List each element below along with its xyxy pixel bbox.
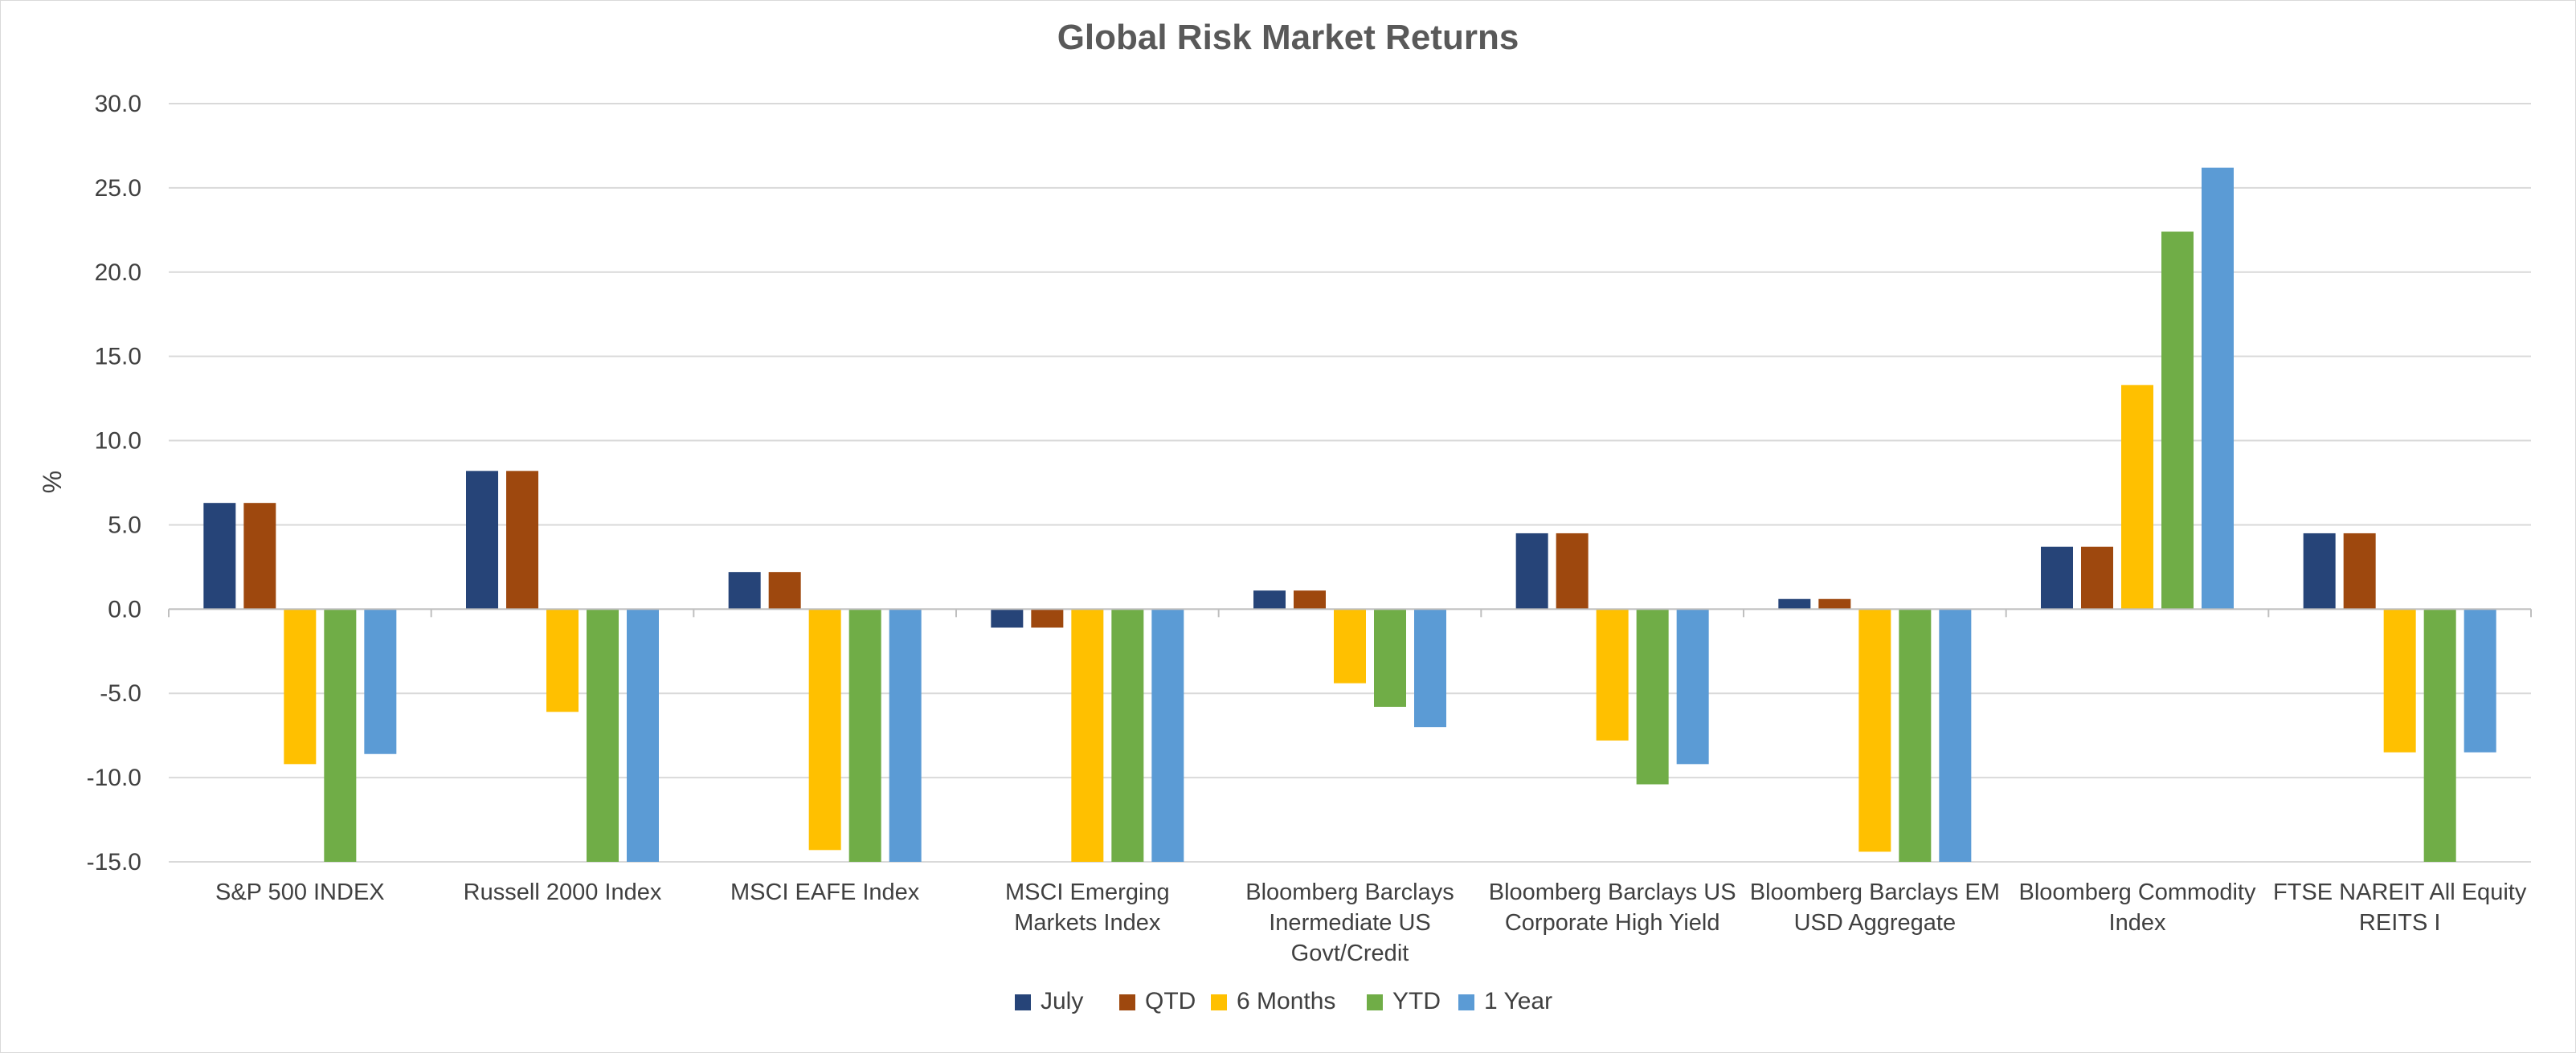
bar-ytd [587, 609, 619, 862]
bar-6-months [1596, 609, 1629, 741]
bar-1-year [2202, 167, 2234, 610]
y-tick-label: 0.0 [108, 596, 141, 622]
chart-title: Global Risk Market Returns [1057, 18, 1519, 57]
bar-1-year [1414, 609, 1446, 728]
y-tick-label: -15.0 [87, 849, 141, 875]
category-label: Bloomberg Barclays EM USD Aggregate [1750, 880, 2000, 936]
bar-6-months [1334, 609, 1366, 684]
bar-6-months [284, 609, 317, 765]
y-tick-label: -10.0 [87, 765, 141, 791]
bar-july [2303, 533, 2336, 610]
category-label: MSCI EAFE Index [730, 880, 920, 905]
bar-july [2041, 546, 2073, 610]
category-labels: S&P 500 INDEX Russell 2000 Index MSCI EAFE… [215, 880, 2527, 966]
legend-swatch [1015, 994, 1031, 1010]
category-label: Bloomberg Commodity Index [2019, 880, 2256, 936]
legend-swatch [1458, 994, 1474, 1010]
legend-label: 1 Year [1484, 988, 1552, 1014]
bar-july [728, 572, 761, 610]
bar-ytd [1899, 609, 1932, 862]
bar-6-months [2121, 385, 2153, 610]
bar-qtd [1818, 598, 1851, 610]
category-label: Russell 2000 Index [464, 880, 662, 905]
y-tick-label: 25.0 [95, 175, 141, 202]
legend-swatch [1367, 994, 1383, 1010]
bar-ytd [2423, 609, 2456, 862]
bar-1-year [1939, 609, 1972, 862]
bar-qtd [1294, 590, 1326, 610]
y-tick-label: 15.0 [95, 344, 141, 370]
category-label: Bloomberg Barclays US Corporate High Yiel… [1489, 880, 1736, 936]
bar-ytd [2161, 231, 2194, 610]
bar-qtd [506, 471, 538, 610]
bar-july [991, 609, 1024, 628]
bar-6-months [1858, 609, 1891, 852]
bar-6-months [2383, 609, 2416, 753]
y-tick-label: 20.0 [95, 259, 141, 286]
bar-1-year [627, 609, 659, 862]
bar-6-months [546, 609, 579, 712]
bar-1-year [889, 609, 922, 862]
bar-ytd [1111, 609, 1144, 862]
bar-1-year [2464, 609, 2496, 753]
y-tick-label: 10.0 [95, 428, 141, 455]
bar-july [1778, 598, 1811, 610]
category-label: Bloomberg Barclays Inermediate US Govt/Cre… [1245, 880, 1454, 966]
bar-1-year [1676, 609, 1709, 765]
y-axis-label: % [38, 471, 67, 493]
bar-6-months [1071, 609, 1104, 862]
bar-qtd [2081, 546, 2113, 610]
bar-ytd [1374, 609, 1406, 708]
y-tick-label: 5.0 [108, 512, 141, 538]
bar-july [1515, 533, 1548, 610]
bar-1-year [364, 609, 397, 754]
bar-qtd [768, 572, 801, 610]
bar-6-months [808, 609, 841, 851]
bar-july [1253, 590, 1286, 610]
category-label: MSCI Emerging Markets Index [1005, 880, 1170, 936]
legend-label: 6 Months [1237, 988, 1335, 1014]
category-label: FTSE NAREIT All Equity REITS I [2273, 880, 2527, 936]
bar-qtd [2343, 533, 2376, 610]
bar-qtd [1556, 533, 1589, 610]
y-tick-label: -5.0 [100, 680, 141, 707]
bars [203, 167, 2496, 862]
legend-label: YTD [1392, 988, 1441, 1014]
bar-qtd [1031, 609, 1064, 628]
legend: July QTD 6 Months YTD 1 Year [1015, 988, 1552, 1014]
legend-swatch [1211, 994, 1227, 1010]
legend-swatch [1119, 994, 1135, 1010]
bar-ytd [1636, 609, 1669, 785]
y-axis-ticks: 30.0 25.0 20.0 15.0 10.0 5.0 0.0 -5.0 -10.0 -15.0 [87, 91, 141, 875]
bar-qtd [243, 503, 276, 610]
bar-july [203, 503, 236, 610]
bar-ytd [848, 609, 881, 862]
y-tick-label: 30.0 [95, 91, 141, 117]
bar-july [466, 471, 498, 610]
bar-1-year [1151, 609, 1184, 862]
category-label: S&P 500 INDEX [215, 880, 385, 905]
bar-ytd [324, 609, 357, 862]
x-axis [168, 608, 2532, 618]
legend-label: July [1041, 988, 1083, 1014]
legend-label: QTD [1145, 988, 1196, 1014]
